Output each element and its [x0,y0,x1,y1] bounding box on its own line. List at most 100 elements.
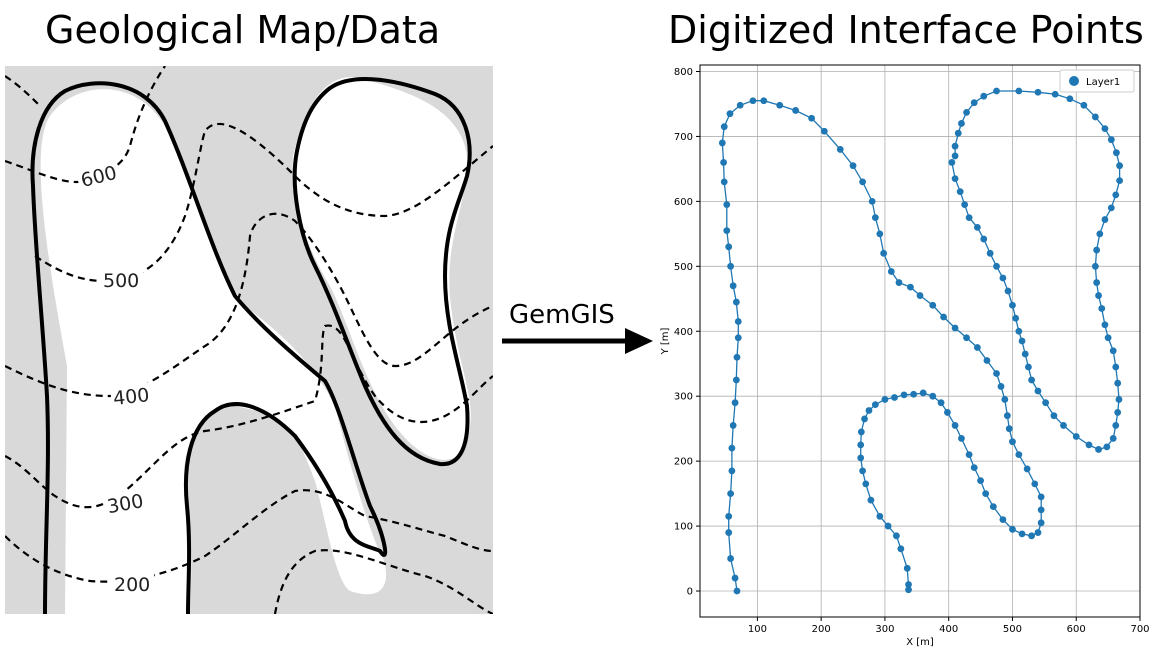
data-point [734,318,742,325]
label-bg-400 [109,381,155,411]
data-point [749,97,757,105]
data-point [861,415,868,423]
data-point [948,159,956,166]
y-tick-label: 200 [674,457,693,468]
x-tick-label: 700 [1130,624,1149,635]
data-point [859,178,867,186]
y-axis-label: Y [m] [660,327,671,355]
data-point [1025,363,1032,371]
data-point [1009,438,1016,446]
data-point [808,114,815,122]
label-bg-200 [112,572,154,596]
data-point [1034,387,1042,395]
x-tick-label: 400 [939,624,958,635]
data-point [983,357,991,364]
plot-frame [699,64,1141,618]
label-bg-500 [101,268,143,292]
data-point [956,188,964,196]
data-point [1028,532,1035,540]
data-point [993,87,1000,95]
data-point [1095,292,1102,299]
data-point [862,480,870,488]
data-point [820,127,828,135]
x-tick-label: 600 [1067,624,1086,635]
data-point [1101,125,1109,133]
data-point [940,313,947,321]
data-point [951,175,959,183]
contour-200 [5,489,493,583]
data-point [876,512,884,520]
data-point [871,401,879,409]
right-arrow-icon [502,328,653,354]
data-point [903,564,911,572]
data-point [729,282,737,290]
y-tick-label: 700 [674,132,693,143]
data-point [1018,530,1026,538]
data-point [1093,279,1101,286]
data-point [725,529,733,536]
contour-600 [5,66,166,184]
data-point [1114,379,1122,387]
y-tick-label: 500 [674,262,693,273]
data-point [895,279,903,286]
data-point [1101,321,1109,329]
data-point [980,235,988,243]
data-point [1096,230,1104,238]
interface-points-plot: 100 200 300 400 500 600 700 0 100 200 300 400 500 600… [660,64,1150,648]
data-point [958,435,965,442]
data-point [958,120,965,127]
label-bg-600 [74,157,122,191]
data-point [723,227,731,235]
data-point [954,129,962,137]
data-point [893,532,900,540]
data-point [1066,95,1074,103]
data-point [1091,113,1099,121]
data-point [905,586,912,594]
x-axis-label: X [m] [906,637,934,648]
data-point [725,512,733,520]
data-point [1009,525,1016,533]
contour-label-400: 400 [112,384,150,410]
geological-map: 600 500 400 300 200 [5,66,493,614]
data-point [1021,350,1029,358]
contour-100 [273,549,493,614]
data-point [732,298,740,306]
x-tick-label: 300 [875,624,894,635]
data-point [1101,216,1109,223]
data-point [731,574,739,582]
data-point [1114,409,1122,416]
data-point [999,516,1007,523]
data-point [1093,246,1101,254]
data-point [726,110,734,118]
data-point [1112,191,1120,199]
data-point [1085,441,1093,449]
data-point [973,344,981,351]
data-point [857,441,865,449]
data-point [997,383,1005,390]
data-point [1005,425,1013,433]
data-point [857,454,865,462]
legend: Layer1 [1059,69,1135,93]
data-point [897,545,905,553]
data-point [999,274,1007,282]
data-point [965,214,973,222]
y-tick-label: 0 [687,587,693,598]
data-point [1112,422,1120,429]
data-point [1107,204,1115,212]
data-point [859,467,867,475]
data-point [1109,347,1117,355]
legend-label: Layer1 [1086,77,1120,88]
data-point [1018,337,1026,345]
data-point [1051,90,1059,98]
data-point [1072,433,1080,440]
boundary-west [30,81,388,614]
data-point [1091,262,1099,270]
y-tick-label: 600 [674,197,693,208]
data-point [725,243,733,251]
data-point [880,249,888,257]
map-body-west [40,89,387,614]
arrow-head [625,328,653,354]
data-point [1060,422,1067,429]
data-point [1116,177,1123,184]
data-point [905,581,912,588]
